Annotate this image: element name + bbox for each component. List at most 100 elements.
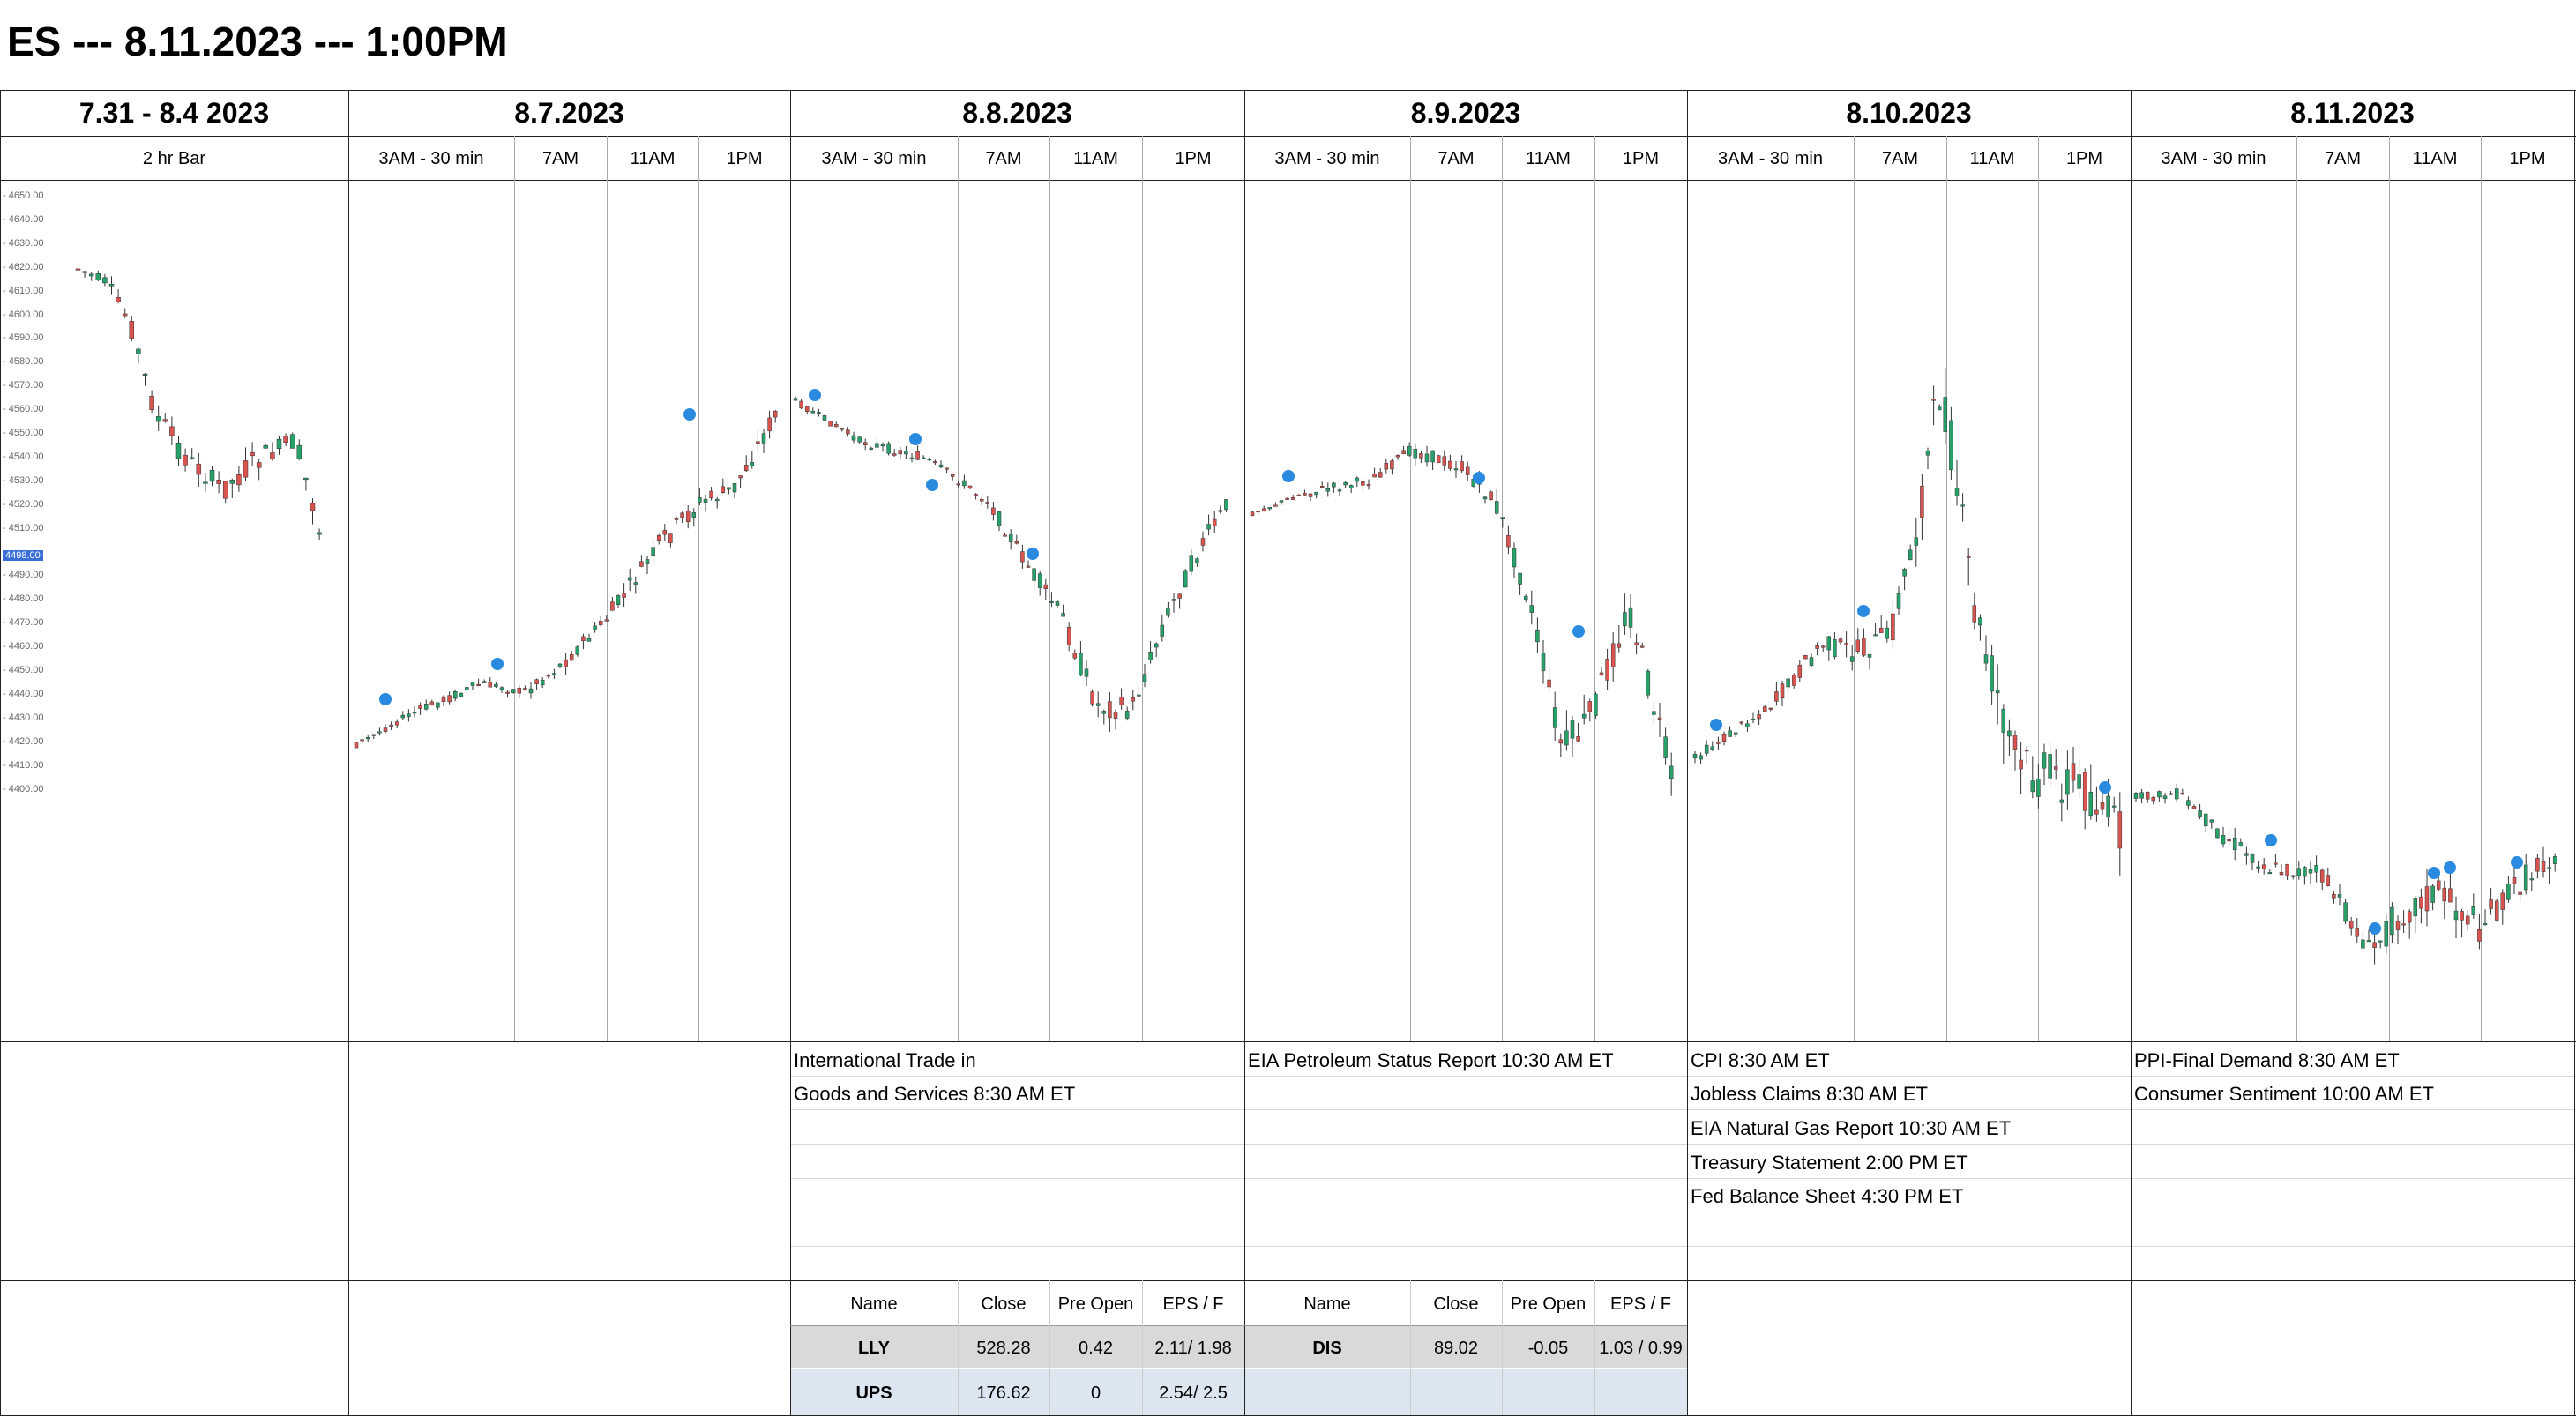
date-row-divider bbox=[0, 136, 2576, 137]
candle-body bbox=[2419, 896, 2423, 909]
candle-body bbox=[1020, 551, 1025, 563]
candle-body bbox=[2180, 793, 2185, 795]
candle-body bbox=[511, 689, 516, 693]
table-header: Pre Open bbox=[1510, 1294, 1587, 1314]
candle-body bbox=[2007, 730, 2012, 737]
candle-body bbox=[149, 396, 154, 411]
candle-body bbox=[1634, 642, 1639, 645]
candle-body bbox=[1815, 645, 1819, 649]
candle-body bbox=[1032, 568, 1036, 581]
candle-body bbox=[851, 435, 856, 441]
candle-body bbox=[175, 443, 182, 459]
event-item: CPI 8:30 AM ET bbox=[1691, 1049, 1830, 1071]
candle-body bbox=[938, 464, 944, 468]
candle-body bbox=[1319, 486, 1325, 488]
candle-body bbox=[1646, 670, 1651, 696]
candle-body bbox=[1628, 607, 1633, 628]
candle-body bbox=[310, 503, 316, 511]
candle-body bbox=[1833, 639, 1837, 658]
candle-body bbox=[2024, 750, 2029, 752]
candle-body bbox=[1066, 627, 1071, 645]
candle-body bbox=[452, 691, 458, 699]
candle-body bbox=[569, 654, 574, 661]
candle-body bbox=[698, 497, 702, 503]
panel-divider-2 bbox=[790, 90, 791, 1416]
candle-body bbox=[2198, 810, 2202, 817]
candle-body bbox=[1983, 654, 1989, 664]
panel-date-1: 8.7.2023 bbox=[514, 97, 624, 129]
candle-body bbox=[1896, 593, 1901, 609]
candle-body bbox=[2308, 869, 2313, 874]
candle-body bbox=[418, 705, 422, 709]
candle-body bbox=[1372, 474, 1377, 478]
candle-body bbox=[2366, 940, 2371, 943]
price-tick-label: - 4460.00 bbox=[3, 641, 44, 653]
price-tick-label: - 4630.00 bbox=[3, 237, 44, 249]
left-border bbox=[0, 90, 1, 1416]
candle-body bbox=[1090, 691, 1094, 705]
candle-body bbox=[102, 277, 108, 284]
candle-body bbox=[1721, 733, 1727, 742]
candle-body bbox=[2355, 928, 2360, 937]
event-marker-icon bbox=[2511, 856, 2523, 869]
candle-body bbox=[1972, 605, 1977, 623]
candle-body bbox=[2332, 893, 2336, 899]
panel-date-4: 8.10.2023 bbox=[1846, 97, 1972, 129]
candle-body bbox=[2106, 795, 2110, 818]
candle-body bbox=[2552, 856, 2557, 864]
candle-body bbox=[2460, 911, 2464, 921]
candle-body bbox=[750, 462, 755, 466]
events-bottom-divider bbox=[0, 1280, 2576, 1281]
price-tick-label: - 4620.00 bbox=[3, 261, 44, 272]
candle-body bbox=[517, 687, 522, 694]
candle-body bbox=[875, 443, 879, 448]
candle-body bbox=[1617, 643, 1622, 648]
candle-body bbox=[1902, 569, 1907, 577]
candle-body bbox=[2303, 867, 2307, 877]
sub-label: 11AM bbox=[2412, 149, 2458, 168]
candle-body bbox=[1361, 481, 1365, 486]
candle-body bbox=[1119, 696, 1124, 705]
candle-body bbox=[2407, 911, 2412, 923]
candle-body bbox=[2413, 898, 2418, 917]
candle-body bbox=[1576, 736, 1580, 742]
candle-body bbox=[371, 734, 377, 736]
candle-body bbox=[680, 512, 684, 518]
candle-body bbox=[2448, 888, 2453, 903]
candle-body bbox=[2042, 752, 2047, 769]
candle-body bbox=[1137, 694, 1141, 697]
candle-body bbox=[95, 273, 101, 280]
candle-body bbox=[1200, 538, 1206, 546]
candle-body bbox=[738, 475, 743, 479]
candle-body bbox=[703, 498, 708, 503]
candle-body bbox=[1733, 732, 1738, 735]
table-cell: DIS bbox=[1312, 1339, 1342, 1358]
candle-body bbox=[1043, 584, 1049, 589]
candle-body bbox=[967, 485, 973, 489]
candle-body bbox=[2053, 766, 2058, 770]
candle-body bbox=[1337, 489, 1342, 492]
candle-body bbox=[1037, 573, 1042, 588]
candle-body bbox=[962, 480, 967, 487]
candle-body bbox=[1849, 656, 1855, 662]
event-marker-icon bbox=[1027, 548, 1039, 560]
candle-body bbox=[2186, 800, 2191, 806]
sub-label: 7AM bbox=[1437, 149, 1475, 168]
candle-body bbox=[1177, 593, 1182, 599]
candle-body bbox=[997, 511, 1002, 526]
candle-body bbox=[2082, 772, 2087, 811]
sub-label: 7AM bbox=[985, 149, 1022, 168]
event-row-line bbox=[1688, 1246, 2131, 1247]
table-cell: LLY bbox=[858, 1339, 890, 1358]
price-tick-label: - 4610.00 bbox=[3, 285, 44, 296]
candle-body bbox=[639, 561, 644, 567]
candle-body bbox=[799, 400, 803, 409]
table-header: Pre Open bbox=[1057, 1294, 1134, 1314]
candle-body bbox=[656, 534, 661, 541]
price-tick-label: - 4420.00 bbox=[3, 735, 44, 747]
candle-body bbox=[593, 625, 597, 630]
candle-body bbox=[1506, 535, 1511, 548]
candle-body bbox=[2261, 864, 2266, 869]
candle-body bbox=[627, 577, 632, 581]
